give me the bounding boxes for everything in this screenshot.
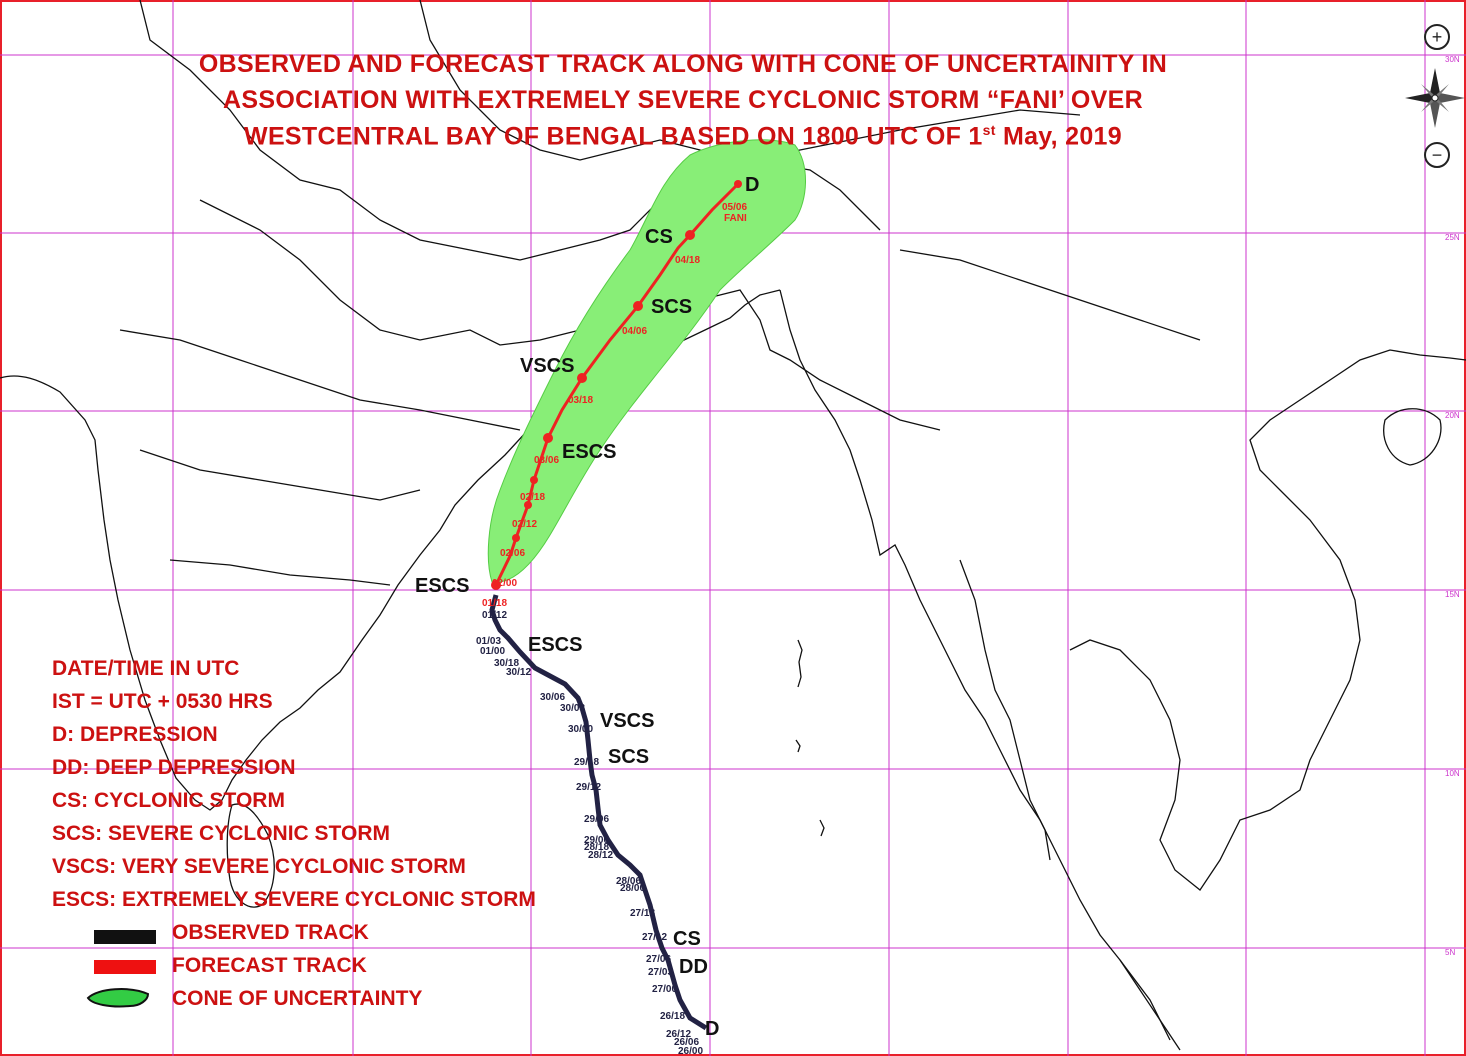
forecast-time-label: 04/06 (622, 326, 647, 337)
intensity-label: ESCS (415, 575, 469, 597)
observed-time-label: 30/00 (568, 724, 593, 735)
legend-line: DD: DEEP DEPRESSION (52, 756, 296, 779)
forecast-point (734, 180, 742, 188)
observed-time-label: 27/18 (630, 908, 655, 919)
forecast-time-label: 01/18 (482, 598, 507, 609)
forecast-time-label: 02/06 (500, 548, 525, 559)
compass-rose-icon[interactable] (1405, 68, 1465, 128)
observed-time-label: 28/12 (588, 850, 613, 861)
observed-track-swatch (94, 930, 156, 944)
forecast-point (633, 301, 643, 311)
map-title-line-3: WESTCENTRAL BAY OF BENGAL BASED ON 1800 … (0, 122, 1416, 151)
observed-time-label: 27/06 (646, 954, 671, 965)
observed-time-label: 30/18 (494, 658, 519, 669)
observed-time-label: 29/00 (584, 835, 609, 846)
forecast-point (512, 534, 520, 542)
legend-line: DATE/TIME IN UTC (52, 657, 240, 680)
forecast-time-label: 02/12 (512, 519, 537, 530)
intensity-label: DD (679, 956, 708, 978)
observed-time-label: 29/06 (584, 814, 609, 825)
latitude-label: 25N (1445, 233, 1460, 242)
forecast-point (543, 433, 553, 443)
observed-time-label: 26/12 (666, 1029, 691, 1040)
forecast-point (530, 476, 538, 484)
latitude-label: 20N (1445, 411, 1460, 420)
legend-key-observed: OBSERVED TRACK (172, 921, 369, 944)
legend-line: ESCS: EXTREMELY SEVERE CYCLONIC STORM (52, 888, 536, 911)
forecast-point (491, 580, 501, 590)
legend-line: VSCS: VERY SEVERE CYCLONIC STORM (52, 855, 466, 878)
intensity-label: SCS (608, 746, 649, 768)
legend-key-cone: CONE OF UNCERTAINTY (172, 987, 423, 1010)
intensity-label: D (745, 174, 759, 196)
title-line-3-date: May, 2019 (995, 122, 1122, 151)
observed-time-label: 26/06 (674, 1037, 699, 1048)
observed-time-label: 01/03 (476, 636, 501, 647)
observed-time-label: 30/03 (560, 703, 585, 714)
legend-line: CS: CYCLONIC STORM (52, 789, 285, 812)
forecast-time-label: 02/18 (520, 492, 545, 503)
observed-time-label: 27/00 (652, 984, 677, 995)
forecast-point (577, 373, 587, 383)
legend-key-forecast: FORECAST TRACK (172, 954, 367, 977)
intensity-label: SCS (651, 296, 692, 318)
cone-swatch (86, 988, 150, 1008)
observed-time-label: 27/12 (642, 932, 667, 943)
forecast-time-label: 02/00 (492, 578, 517, 589)
observed-time-label: 01/12 (482, 610, 507, 621)
observed-time-label: 28/18 (584, 842, 609, 853)
zoom-in-button[interactable]: + (1424, 24, 1450, 50)
observed-time-label: 30/12 (506, 667, 531, 678)
observed-time-label: 28/06 (616, 876, 641, 887)
zoom-out-button[interactable]: − (1424, 142, 1450, 168)
storm-name-label: FANI (724, 213, 747, 224)
observed-track (489, 594, 708, 1031)
intensity-label: CS (673, 928, 701, 950)
forecast-time-label: 03/18 (568, 395, 593, 406)
intensity-label: ESCS (528, 634, 582, 656)
observed-time-label: 28/00 (620, 883, 645, 894)
observed-time-label: 29/18 (574, 757, 599, 768)
latitude-label: 5N (1445, 948, 1456, 957)
map-title-line-1: OBSERVED AND FORECAST TRACK ALONG WITH C… (198, 50, 1168, 78)
observed-time-label: 30/06 (540, 692, 565, 703)
forecast-point (685, 230, 695, 240)
observed-time-label: 26/00 (678, 1046, 703, 1056)
map-title-line-2: ASSOCIATION WITH EXTREMELY SEVERE CYCLON… (223, 86, 1143, 114)
forecast-time-label: 05/06 (722, 202, 747, 213)
latitude-label: 10N (1445, 769, 1460, 778)
legend-line: SCS: SEVERE CYCLONIC STORM (52, 822, 390, 845)
cone-of-uncertainty (487, 139, 806, 583)
forecast-time-label: 03/06 (534, 455, 559, 466)
latitude-label: 30N (1445, 55, 1460, 64)
observed-time-label: 26/18 (660, 1011, 685, 1022)
latitude-label: 15N (1445, 590, 1460, 599)
title-superscript: st (982, 122, 996, 138)
forecast-time-label: 04/18 (675, 255, 700, 266)
forecast-point (524, 501, 532, 509)
observed-time-label: 01/00 (480, 646, 505, 657)
intensity-label: D (705, 1018, 719, 1040)
observed-time-label: 27/03 (648, 967, 673, 978)
legend-line: D: DEPRESSION (52, 723, 218, 746)
forecast-track-swatch (94, 960, 156, 974)
intensity-label: VSCS (520, 355, 574, 377)
observed-time-label: 29/12 (576, 782, 601, 793)
forecast-points (491, 180, 742, 590)
title-line-3-text: WESTCENTRAL BAY OF BENGAL BASED ON 1800 … (244, 122, 983, 151)
intensity-label: ESCS (562, 441, 616, 463)
legend-line: IST = UTC + 0530 HRS (52, 690, 273, 713)
intensity-label: VSCS (600, 710, 654, 732)
intensity-label: CS (645, 226, 673, 248)
